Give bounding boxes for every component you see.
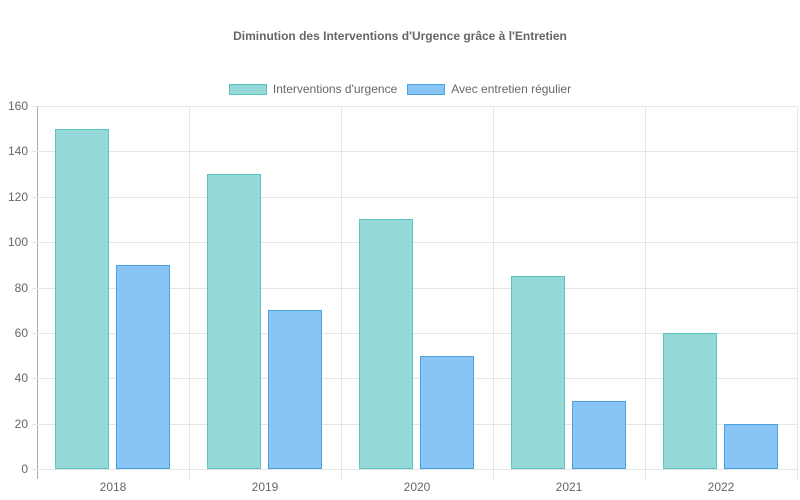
- bar-2021-emergency[interactable]: [511, 276, 565, 469]
- y-tick-label: 140: [7, 144, 28, 159]
- bar-2018-maintenance[interactable]: [116, 264, 170, 469]
- bar-2019-maintenance[interactable]: [268, 310, 322, 469]
- y-tick-label: 100: [7, 235, 28, 250]
- y-tick-label: 120: [7, 189, 28, 204]
- x-tick-label: 2022: [707, 480, 735, 494]
- bar-2022-emergency[interactable]: [663, 332, 717, 469]
- x-tick-label: 2020: [403, 480, 431, 494]
- y-tick-label: 160: [7, 99, 28, 113]
- gridline-horizontal: [32, 287, 797, 289]
- gridline-horizontal: [32, 332, 797, 334]
- gridline-vertical: [341, 106, 342, 479]
- legend-label: Avec entretien régulier: [451, 82, 572, 96]
- gridline-horizontal: [32, 242, 797, 244]
- y-axis: [37, 106, 38, 479]
- y-tick-label: 20: [14, 416, 28, 431]
- gridline-horizontal: [32, 423, 797, 425]
- x-tick-label: 2019: [251, 480, 279, 494]
- bar-2019-emergency[interactable]: [207, 174, 261, 469]
- legend-item-emergency[interactable]: Interventions d'urgence: [228, 82, 398, 96]
- gridline-horizontal: [32, 151, 797, 153]
- y-tick-label: 40: [14, 371, 28, 386]
- gridline-vertical: [189, 106, 190, 479]
- bar-2021-maintenance[interactable]: [572, 400, 626, 469]
- legend-label: Interventions d'urgence: [272, 82, 398, 96]
- y-tick-label: 60: [14, 325, 28, 340]
- legend-item-maintenance[interactable]: Avec entretien régulier: [407, 82, 571, 96]
- legend-swatch-maintenance: [407, 83, 446, 95]
- bar-2018-emergency[interactable]: [55, 128, 109, 469]
- bar-2020-maintenance[interactable]: [420, 355, 474, 469]
- gridline-vertical: [493, 106, 494, 479]
- chart-title: Diminution des Interventions d'Urgence g…: [233, 29, 567, 43]
- plot-area: 0 20 40 60 80 100 120 140 160 2018 2019 2020 2021 202…: [8, 99, 798, 494]
- gridline-vertical: [645, 106, 646, 479]
- y-tick-label: 0: [21, 462, 28, 476]
- gridline-horizontal: [32, 469, 797, 470]
- x-tick-label: 2018: [99, 480, 127, 494]
- legend-swatch-emergency: [228, 83, 267, 95]
- legend: Interventions d'urgence Avec entretien r…: [0, 82, 800, 96]
- y-tick-label: 80: [14, 280, 28, 295]
- gridline-vertical: [797, 106, 798, 479]
- gridline-horizontal: [32, 378, 797, 380]
- x-tick-label: 2021: [555, 480, 583, 494]
- gridline-horizontal: [32, 196, 797, 198]
- bar-2022-maintenance[interactable]: [724, 423, 778, 469]
- gridline-horizontal: [32, 106, 797, 107]
- bar-2020-emergency[interactable]: [359, 219, 413, 469]
